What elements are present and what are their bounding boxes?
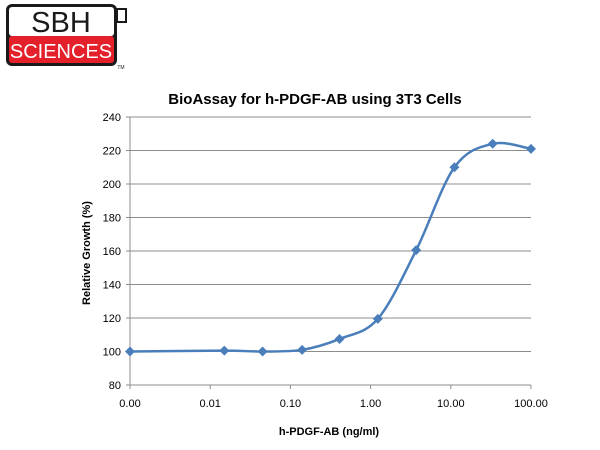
x-tick-label-4: 10.00	[437, 398, 465, 410]
sbh-sciences-logo: SBH SCIENCES TM	[6, 4, 127, 71]
data-point-9	[526, 143, 536, 154]
chart-title: BioAssay for h-PDGF-AB using 3T3 Cells	[168, 91, 461, 108]
y-axis-tick-labels: 80 100 120 140 160 180 200 220 240	[103, 112, 130, 392]
logo-badge	[6, 4, 127, 66]
data-point-1	[219, 345, 230, 356]
data-point-0	[125, 346, 135, 357]
data-point-3	[297, 344, 308, 355]
y-tick-label-1: 100	[103, 347, 121, 359]
data-point-8	[487, 138, 498, 149]
logo-tm-mark: TM	[117, 65, 124, 71]
y-axis-title: Relative Growth (%)	[81, 201, 93, 305]
logo-top-text: SBH	[31, 7, 91, 39]
data-point-7	[449, 162, 460, 173]
data-point-4	[334, 333, 345, 344]
y-tick-label-4: 160	[103, 246, 121, 258]
x-tick-label-5: 100.00	[514, 398, 548, 410]
data-point-2	[257, 346, 268, 357]
x-tick-label-3: 1.00	[360, 398, 381, 410]
y-tick-label-5: 180	[103, 213, 121, 225]
x-axis-title: h-PDGF-AB (ng/ml)	[279, 426, 380, 438]
y-tick-label-6: 200	[103, 179, 121, 191]
data-point-5	[372, 313, 383, 324]
data-point-6	[411, 245, 422, 256]
x-tick-label-0: 0.00	[119, 398, 140, 410]
gridlines	[130, 116, 531, 386]
series	[125, 138, 536, 357]
y-tick-label-3: 140	[103, 280, 121, 292]
y-tick-label-0: 80	[109, 380, 121, 392]
x-tick-label-2: 0.10	[280, 398, 301, 410]
y-tick-label-2: 120	[103, 313, 121, 325]
x-tick-label-1: 0.01	[199, 398, 220, 410]
logo-bottom-text: SCIENCES	[10, 41, 112, 63]
series-line-0	[129, 141, 532, 353]
x-axis-tick-labels: 0.00 0.01 0.10 1.00 10.00 100.00	[119, 385, 548, 410]
y-tick-label-7: 220	[103, 146, 121, 158]
y-tick-label-8: 240	[103, 112, 121, 124]
